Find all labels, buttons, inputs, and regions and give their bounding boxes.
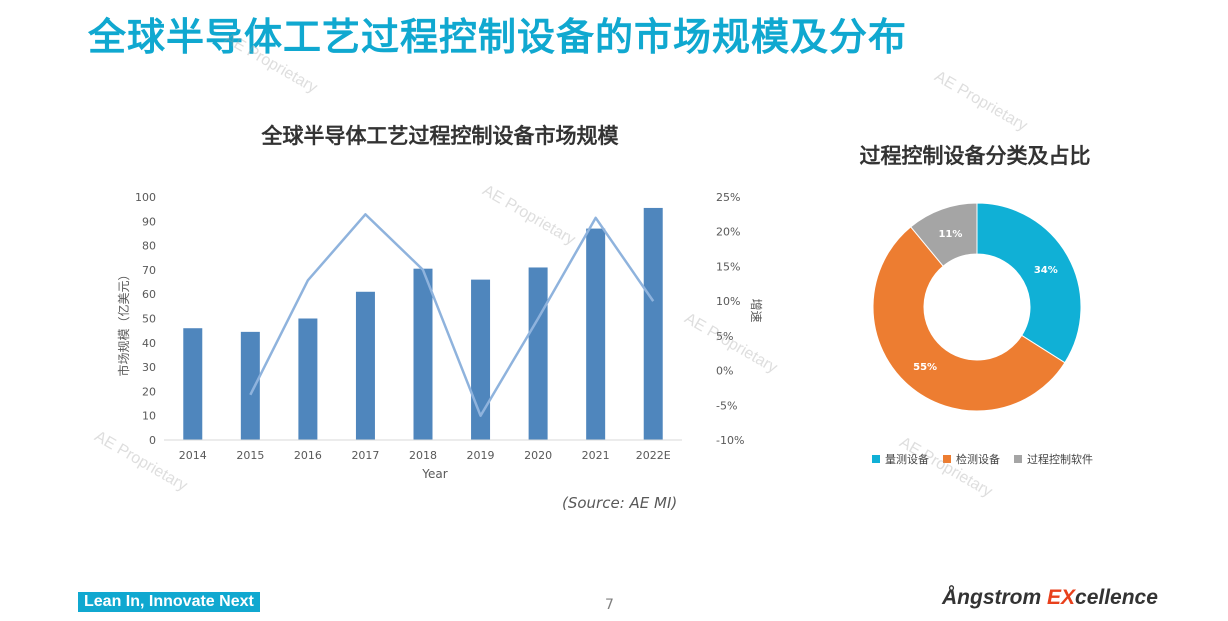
y-tick-label: 50 xyxy=(142,313,156,326)
legend-label-inspection: 检测设备 xyxy=(956,453,1000,466)
page-number: 7 xyxy=(605,597,614,613)
x-tick-label: 2022E xyxy=(636,449,671,462)
donut-slice xyxy=(976,202,1082,364)
legend-item-software: 过程控制软件 xyxy=(1014,451,1093,467)
bar xyxy=(413,268,433,440)
y-tick-label: 70 xyxy=(142,264,156,277)
donut-slice xyxy=(910,202,978,267)
y2-tick-label: 10% xyxy=(716,295,740,308)
y-tick-label: 10 xyxy=(142,410,156,423)
y-tick-label: 100 xyxy=(135,191,156,204)
bar xyxy=(471,279,491,440)
y-tick-label: 0 xyxy=(149,434,156,447)
category-donut-chart: 34% 55% 11% xyxy=(872,202,1082,412)
x-tick-label: 2019 xyxy=(467,449,495,462)
y2-tick-label: -5% xyxy=(716,399,737,412)
legend-swatch-inspection xyxy=(943,455,951,463)
legend-label-metrology: 量测设备 xyxy=(885,453,929,466)
slice-label: 34% xyxy=(1034,265,1058,276)
bar-chart-title: 全球半导体工艺过程控制设备市场规模 xyxy=(261,124,619,148)
y2-tick-label: 0% xyxy=(716,365,733,378)
watermark: AE Proprietary xyxy=(931,68,1031,135)
legend-swatch-metrology xyxy=(872,455,880,463)
slogan-banner: Lean In, Innovate Next xyxy=(78,592,260,612)
x-tick-label: 2017 xyxy=(351,449,379,462)
y-axis-title: 市场规模（亿美元） xyxy=(116,268,131,376)
slice-label: 11% xyxy=(938,229,962,240)
y2-tick-label: 20% xyxy=(716,226,740,239)
bar xyxy=(298,318,318,440)
donut-slice xyxy=(872,226,1066,412)
bar xyxy=(643,207,663,440)
bar xyxy=(183,328,203,440)
y2-tick-label: -10% xyxy=(716,434,744,447)
y-tick-label: 20 xyxy=(142,385,156,398)
legend-label-software: 过程控制软件 xyxy=(1027,453,1093,466)
legend-item-inspection: 检测设备 xyxy=(943,451,1000,467)
legend-swatch-software xyxy=(1014,455,1022,463)
y2-axis-title: 增速 xyxy=(749,298,763,322)
slide-title: 全球半导体工艺过程控制设备的市场规模及分布 xyxy=(88,15,908,59)
y-tick-label: 40 xyxy=(142,337,156,350)
x-tick-label: 2020 xyxy=(524,449,552,462)
x-tick-label: 2015 xyxy=(236,449,264,462)
watermark: AE Proprietary xyxy=(896,434,996,501)
growth-line xyxy=(249,213,655,417)
y-tick-label: 60 xyxy=(142,288,156,301)
bar xyxy=(528,267,548,440)
x-tick-label: 2016 xyxy=(294,449,322,462)
bar xyxy=(355,291,375,440)
x-tick-label: 2018 xyxy=(409,449,437,462)
bar xyxy=(240,331,260,440)
market-size-chart: 0 10 20 30 40 50 60 70 80 90 100 -10% -5% 0% 5% 10% 15% 2… xyxy=(116,191,763,481)
donut-legend: 量测设备 检测设备 过程控制软件 xyxy=(872,451,1093,467)
y2-tick-label: 5% xyxy=(716,330,733,343)
y-tick-label: 80 xyxy=(142,240,156,253)
slice-label: 55% xyxy=(913,362,937,373)
company-logo: Ångstrom EXcellence xyxy=(942,586,1158,609)
legend-item-metrology: 量测设备 xyxy=(872,451,929,467)
y-tick-label: 30 xyxy=(142,361,156,374)
y-tick-label: 90 xyxy=(142,215,156,228)
y2-tick-label: 15% xyxy=(716,260,740,273)
source-note: (Source: AE MI) xyxy=(562,494,678,512)
x-tick-label: 2021 xyxy=(582,449,610,462)
donut-chart-title: 过程控制设备分类及占比 xyxy=(859,144,1091,168)
y2-tick-label: 25% xyxy=(716,191,740,204)
x-tick-label: 2014 xyxy=(179,449,207,462)
bar xyxy=(586,228,606,440)
x-axis-title: Year xyxy=(421,467,447,481)
